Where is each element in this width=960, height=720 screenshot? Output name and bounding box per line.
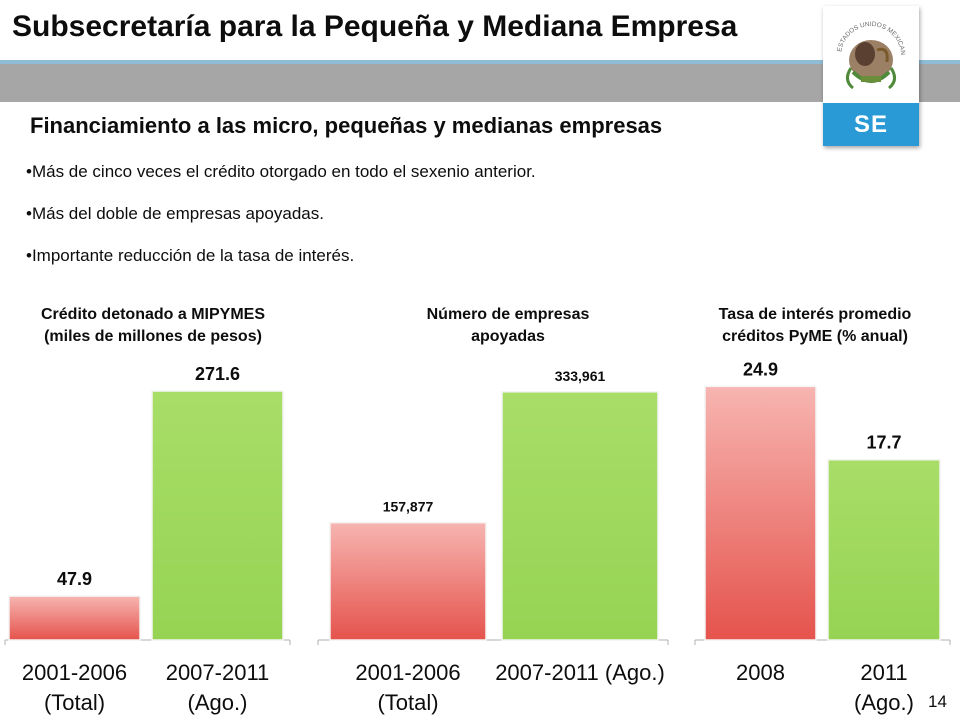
chart-2-bar-2 bbox=[501, 391, 659, 641]
chart-1-category-label: (Total) bbox=[44, 690, 105, 715]
chart-2-category-label: 2001-2006 bbox=[355, 660, 460, 685]
chart-1-category-label: (Ago.) bbox=[188, 690, 248, 715]
bullet-item: •Más de cinco veces el crédito otorgado … bbox=[26, 162, 536, 181]
chart-3-value-label: 24.9 bbox=[743, 359, 778, 379]
chart-3-title-line-1: Tasa de interés promedio bbox=[718, 306, 912, 323]
chart-1-bar-2 bbox=[151, 390, 284, 641]
bullet-item: •Importante reducción de la tasa de inte… bbox=[26, 246, 355, 265]
chart-1-title: Crédito detonado a MIPYMES (miles de mil… bbox=[8, 304, 298, 348]
chart-1-value-label: 47.9 bbox=[57, 569, 92, 589]
chart-2-value-label: 333,961 bbox=[555, 368, 606, 384]
page-number: 14 bbox=[928, 692, 947, 711]
bullet-item: •Más del doble de empresas apoyadas. bbox=[26, 204, 324, 223]
chart-2-category-label: 2007-2011 (Ago.) bbox=[495, 660, 665, 685]
chart-3-title-line-2: créditos PyME (% anual) bbox=[722, 328, 908, 345]
chart-3-bar-1 bbox=[704, 385, 817, 641]
chart-1-bar-1 bbox=[8, 595, 141, 641]
section-subtitle: Financiamiento a las micro, pequeñas y m… bbox=[30, 113, 663, 138]
chart-2-bar-1 bbox=[329, 521, 487, 641]
chart-1-value-label: 271.6 bbox=[195, 364, 240, 384]
chart-1-category-label: 2001-2006 bbox=[22, 660, 127, 685]
chart-1-title-line-2: (miles de millones de pesos) bbox=[44, 328, 262, 345]
coat-of-arms-icon: ESTADOS UNIDOS MEXICANOS bbox=[831, 10, 906, 90]
chart-3-category-label: 2008 bbox=[736, 660, 785, 685]
se-logo: ESTADOS UNIDOS MEXICANOS SE bbox=[823, 6, 919, 146]
chart-1-category-label: 2007-2011 bbox=[166, 660, 270, 685]
page-title: Subsecretaría para la Pequeña y Mediana … bbox=[12, 10, 738, 43]
chart-2-title-line-1: Número de empresas bbox=[426, 306, 590, 323]
chart-2-title: Número de empresas apoyadas bbox=[358, 304, 658, 348]
chart-3-bar-2 bbox=[827, 458, 941, 641]
header-band bbox=[0, 60, 960, 102]
bullet-list: •Más de cinco veces el crédito otorgado … bbox=[26, 162, 536, 288]
chart-3-title: Tasa de interés promedio créditos PyME (… bbox=[680, 304, 950, 348]
chart-3-category-label: (Ago.) bbox=[854, 690, 914, 715]
chart-3-value-label: 17.7 bbox=[866, 433, 901, 453]
se-logo-text: SE bbox=[823, 103, 919, 146]
chart-3-category-label: 2011 bbox=[860, 660, 907, 685]
chart-2-category-label: (Total) bbox=[377, 690, 438, 715]
chart-1-title-line-1: Crédito detonado a MIPYMES bbox=[40, 306, 265, 323]
chart-2-title-line-2: apoyadas bbox=[471, 328, 545, 345]
chart-2-value-label: 157,877 bbox=[383, 499, 434, 515]
